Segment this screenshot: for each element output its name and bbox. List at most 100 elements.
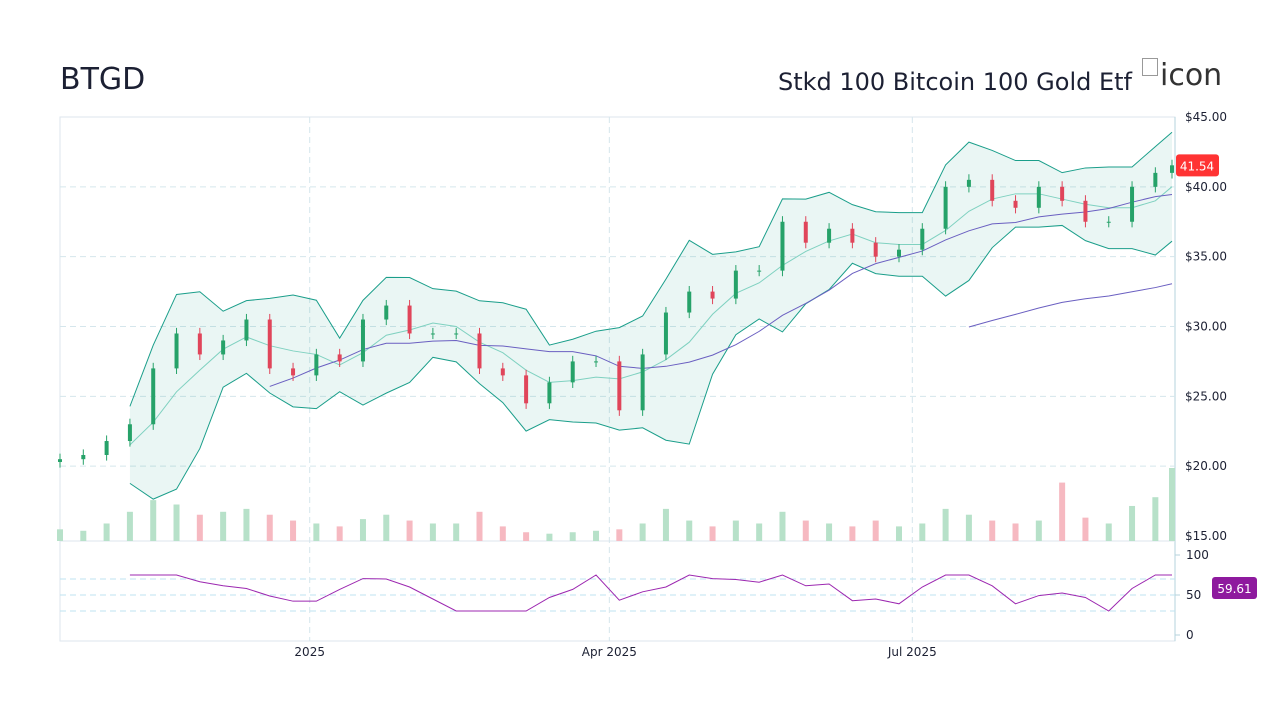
volume-bar: [616, 529, 623, 541]
candle: [966, 174, 971, 193]
candle: [663, 306, 668, 361]
volume-bar: [1152, 497, 1159, 541]
volume-bar: [709, 526, 716, 541]
volume-bar: [126, 511, 133, 541]
volume-bar: [872, 520, 879, 541]
volume-bar: [266, 514, 273, 541]
candle: [896, 244, 901, 263]
candle: [710, 285, 715, 305]
candle: [174, 327, 179, 374]
candle: [360, 313, 365, 368]
candle: [687, 285, 692, 319]
volume-bar: [406, 520, 413, 541]
candle-body: [617, 361, 622, 411]
candle-body: [943, 186, 948, 229]
volume-bar: [290, 520, 297, 541]
logo-icon: icon: [1142, 58, 1222, 93]
volume-bar: [499, 526, 506, 541]
volume-bar: [103, 523, 110, 541]
volume-bar: [476, 511, 483, 541]
volume-bar: [80, 530, 87, 541]
volume-bar: [1169, 468, 1175, 541]
candle: [803, 216, 808, 249]
volume-bar: [196, 514, 203, 541]
candle-body: [1036, 186, 1041, 208]
candle-body: [570, 361, 575, 383]
candle-body: [1083, 200, 1088, 222]
candle: [244, 313, 249, 347]
candle-body: [663, 312, 668, 355]
candle-body: [291, 368, 296, 376]
volume-bar: [336, 526, 343, 541]
candle: [943, 181, 948, 235]
candle-body: [920, 228, 925, 250]
candle-body: [407, 305, 412, 334]
candle-body: [197, 333, 202, 355]
candle: [454, 327, 459, 340]
volume-bar: [453, 523, 460, 541]
volume-bar: [942, 508, 949, 541]
candle-body: [803, 221, 808, 243]
candle: [197, 327, 202, 361]
rsi-tick-label: 0: [1186, 628, 1194, 642]
rsi-tick-label: 50: [1186, 588, 1201, 602]
volume-bar: [1082, 517, 1089, 541]
volume-bar: [359, 519, 366, 541]
candle: [81, 449, 86, 465]
volume-bar: [802, 520, 809, 541]
volume-bar: [849, 526, 856, 541]
time-tick-label: 2025: [294, 645, 325, 659]
volume-bar: [1035, 520, 1042, 541]
volume-bar: [173, 504, 180, 541]
candle: [524, 369, 529, 409]
candle-body: [174, 333, 179, 369]
volume-bar: [989, 520, 996, 541]
candle: [547, 376, 552, 409]
volume-bar: [919, 523, 926, 541]
candle-body: [104, 441, 109, 455]
candle: [1130, 181, 1135, 228]
candle-body: [151, 368, 156, 425]
candle: [127, 418, 132, 447]
candle-body: [990, 179, 995, 201]
volume-bar: [965, 514, 972, 541]
volume-bar: [429, 523, 436, 541]
price-tick-label: $30.00: [1185, 320, 1227, 334]
candle: [314, 348, 319, 381]
volume-bar: [220, 511, 227, 541]
candle-body: [430, 333, 435, 335]
volume-bar: [826, 523, 833, 541]
volume-bar: [313, 523, 320, 541]
candle-body: [58, 459, 62, 462]
candle-body: [827, 228, 832, 243]
candle: [221, 334, 226, 361]
moving-average-10: [269, 193, 1173, 387]
price-tick-label: $40.00: [1185, 180, 1227, 194]
fund-name: Stkd 100 Bitcoin 100 Gold Etf: [777, 68, 1132, 96]
candle: [384, 299, 389, 326]
candle-body: [733, 270, 738, 299]
candle: [1036, 181, 1041, 214]
candle-body: [524, 375, 529, 404]
candle-body: [687, 291, 692, 313]
candle-body: [710, 291, 715, 299]
candle: [733, 265, 738, 305]
volume-bar: [546, 533, 553, 541]
volume-bar: [1129, 505, 1136, 541]
candle: [58, 453, 62, 468]
volume-bar: [732, 520, 739, 541]
volume-bar: [150, 500, 157, 541]
price-tick-label: $25.00: [1185, 389, 1227, 403]
candle: [151, 362, 156, 430]
candle-body: [1013, 200, 1018, 208]
candle: [1153, 167, 1158, 193]
candle-body: [547, 382, 552, 404]
price-tick-label: $45.00: [1185, 110, 1227, 124]
time-tick-label: Jul 2025: [887, 645, 937, 659]
price-tick-label: $35.00: [1185, 250, 1227, 264]
volume-bar: [569, 532, 576, 541]
candle: [337, 348, 342, 368]
candle-body: [314, 354, 319, 376]
time-tick-label: Apr 2025: [582, 645, 637, 659]
